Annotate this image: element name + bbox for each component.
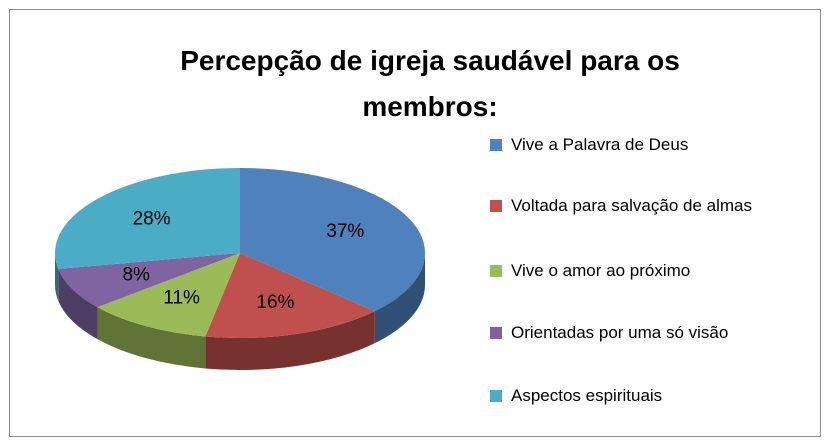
slice-side [58,268,98,340]
data-label: 8% [122,264,150,285]
data-label: 37% [326,221,364,242]
data-label: 11% [163,287,200,308]
slice [97,253,240,337]
slice [240,168,425,312]
chart-title: Percepção de igreja saudável para os mem… [180,45,680,122]
slice-side [205,311,375,371]
data-label: 16% [256,292,294,313]
legend-label: Vive o amor ao próximo [511,261,691,280]
legend-label: Vive a Palavra de Deus [511,135,689,154]
slice-side [55,253,59,301]
legend-swatch [490,265,502,277]
legend-swatch [490,200,502,212]
legend-item: Orientadas por uma só visão [490,322,756,344]
legend-item: Aspectos espirituais [490,385,756,407]
data-label: 28% [133,208,171,229]
legend-swatch [490,390,502,402]
chart-border [9,9,821,437]
legend-swatch [490,327,502,339]
legend-item: Vive o amor ao próximo [490,260,756,282]
slice-side [97,307,206,369]
legend-label: Voltada para salvação de almas [511,196,752,215]
legend-label: Orientadas por uma só visão [511,323,729,342]
legend-swatch [490,139,502,151]
slice-side [374,253,425,344]
slice [205,253,375,338]
legend-label: Aspectos espirituais [511,386,663,405]
slice [54,168,240,269]
legend-item: Voltada para salvação de almas [490,195,756,217]
slice [58,253,241,308]
legend-item: Vive a Palavra de Deus [490,134,756,156]
